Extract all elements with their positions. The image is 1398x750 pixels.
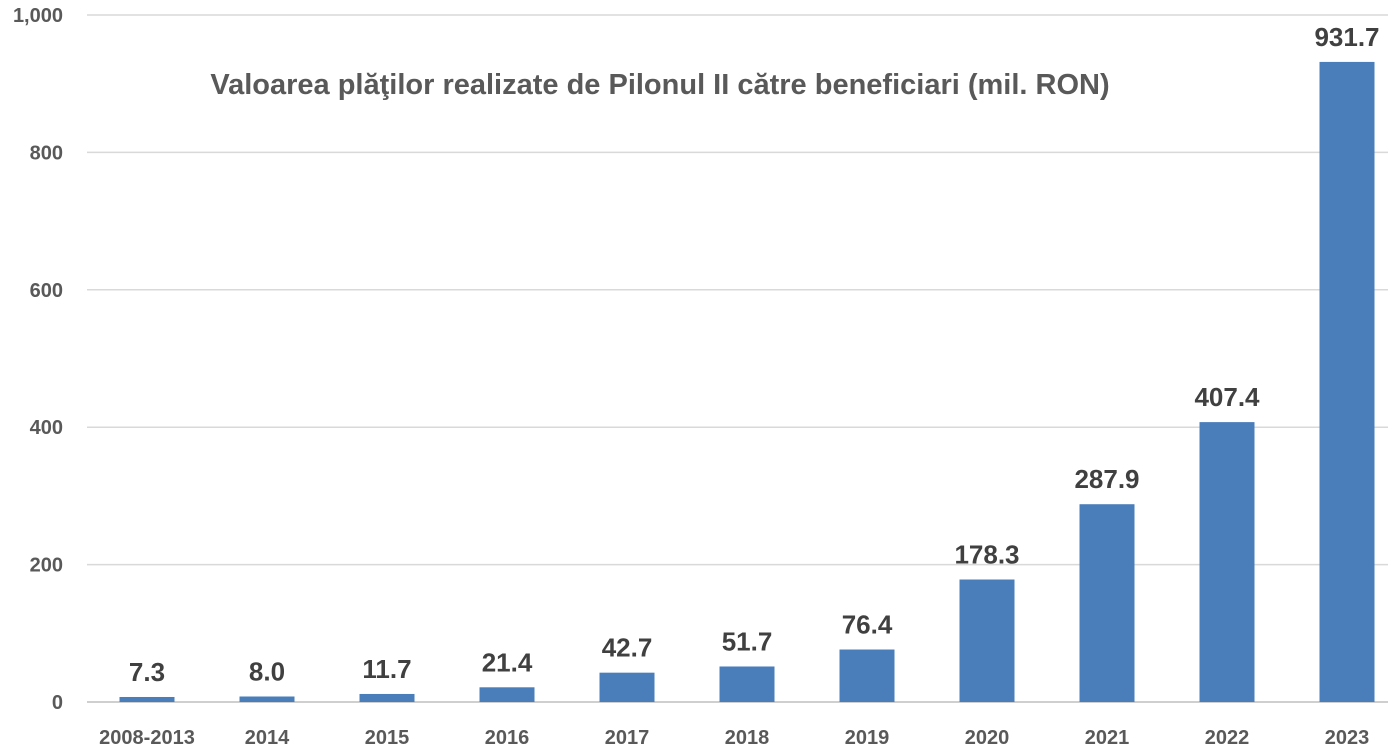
bar (599, 672, 655, 702)
x-tick-label: 2016 (485, 727, 530, 749)
y-axis-tick-labels: 0 200 400 600 800 1,000 (13, 5, 63, 714)
x-tick-label: 2018 (725, 727, 770, 749)
bar (119, 696, 175, 702)
data-labels: 7.3 8.0 11.7 21.4 42.7 51.7 76.4 178.3 287.9 407.… (129, 22, 1380, 687)
bar (959, 579, 1015, 702)
y-tick-label: 600 (30, 280, 63, 302)
data-label: 21.4 (482, 647, 533, 677)
data-label: 178.3 (954, 540, 1019, 570)
bar (359, 693, 415, 702)
x-tick-label: 2023 (1325, 727, 1370, 749)
bars (119, 61, 1375, 702)
y-tick-label: 1,000 (13, 5, 63, 27)
x-tick-label: 2017 (605, 727, 650, 749)
data-label: 51.7 (722, 626, 773, 656)
data-label: 42.7 (602, 633, 653, 663)
x-tick-label: 2015 (365, 727, 410, 749)
data-label: 76.4 (842, 610, 893, 640)
gridlines (87, 14, 1388, 703)
x-tick-label: 2021 (1085, 727, 1130, 749)
bar (1079, 504, 1135, 702)
data-label: 407.4 (1194, 382, 1260, 412)
y-tick-label: 800 (30, 142, 63, 164)
x-axis-tick-labels: 2008-2013 2014 2015 2016 2017 2018 2019 2020 202… (99, 727, 1369, 749)
bar (719, 666, 775, 702)
bar (839, 649, 895, 702)
bar (1319, 61, 1375, 702)
data-label: 287.9 (1074, 464, 1139, 494)
bar (1199, 422, 1255, 702)
data-label: 931.7 (1314, 22, 1379, 52)
bar (479, 687, 535, 702)
x-tick-label: 2019 (845, 727, 890, 749)
y-tick-label: 0 (52, 692, 63, 714)
data-label: 8.0 (249, 657, 285, 687)
data-label: 11.7 (362, 654, 411, 684)
x-tick-label: 2020 (965, 727, 1010, 749)
x-tick-label: 2022 (1205, 727, 1250, 749)
y-tick-label: 400 (30, 417, 63, 439)
y-tick-label: 200 (30, 555, 63, 577)
chart-title: Valoarea plăţilor realizate de Pilonul I… (210, 69, 1109, 101)
bar (239, 696, 295, 702)
x-tick-label: 2008-2013 (99, 727, 195, 749)
data-label: 7.3 (129, 657, 165, 687)
x-tick-label: 2014 (245, 727, 290, 749)
